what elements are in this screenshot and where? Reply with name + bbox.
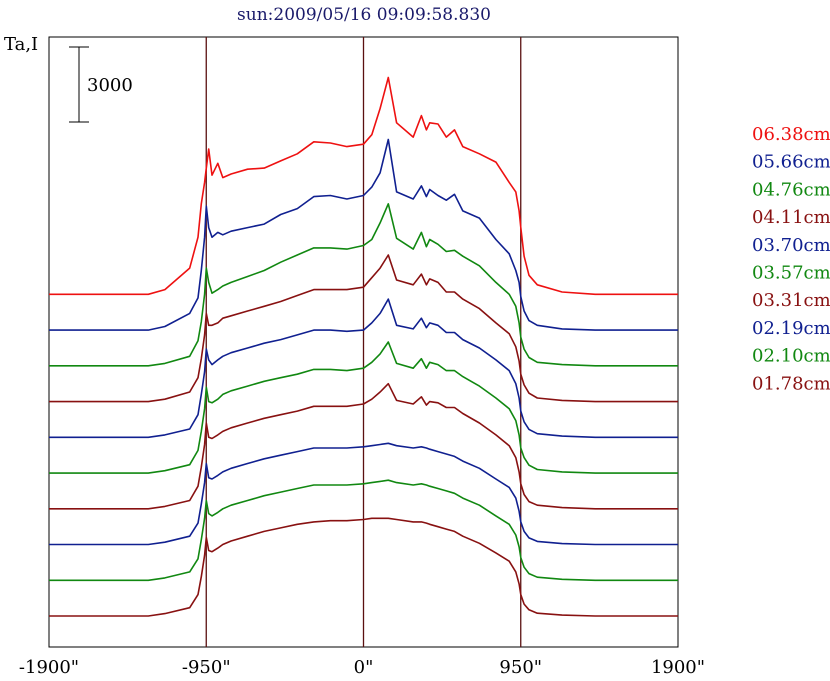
scale-bar: 3000 (69, 46, 133, 123)
series-lines (49, 76, 678, 617)
legend-entry-01.78cm: 01.78cm (752, 373, 830, 394)
legend-entry-06.38cm: 06.38cm (752, 124, 830, 145)
x-tick-label-4: 1900" (651, 657, 705, 678)
chart-title: sun:2009/05/16 09:09:58.830 (237, 5, 491, 25)
series-line-04.11cm (49, 254, 678, 403)
legend: 06.38cm 05.66cm 04.76cm 04.11cm 03.70cm 03.57… (752, 124, 830, 394)
legend-entry-03.31cm: 03.31cm (752, 290, 830, 311)
x-tick-label-2: 0" (354, 657, 374, 678)
series-line-01.78cm (49, 517, 678, 617)
series-line-04.76cm (49, 203, 678, 367)
legend-entry-05.66cm: 05.66cm (752, 152, 830, 173)
legend-entry-02.10cm: 02.10cm (752, 346, 830, 367)
vertical-markers (205, 37, 522, 647)
series-line-02.10cm (49, 479, 678, 582)
x-tick-label-3: 950" (499, 657, 542, 678)
legend-entry-03.57cm: 03.57cm (752, 263, 830, 284)
series-line-03.57cm (49, 341, 678, 474)
x-tick-label-1: -950" (182, 657, 231, 678)
scale-bar-label: 3000 (87, 75, 133, 96)
series-line-02.19cm (49, 442, 678, 546)
legend-entry-03.70cm: 03.70cm (752, 235, 830, 256)
x-tick-label-0: -1900" (19, 657, 79, 678)
legend-entry-02.19cm: 02.19cm (752, 318, 830, 339)
series-line-03.31cm (49, 382, 678, 510)
series-line-03.70cm (49, 298, 678, 439)
y-axis-label: Ta,I (4, 34, 38, 55)
legend-entry-04.11cm: 04.11cm (752, 207, 830, 228)
x-tick-labels: -1900" -950" 0" 950" 1900" (19, 657, 705, 678)
legend-entry-04.76cm: 04.76cm (752, 179, 830, 200)
series-line-05.66cm (49, 138, 678, 331)
series-line-06.38cm (49, 76, 678, 296)
